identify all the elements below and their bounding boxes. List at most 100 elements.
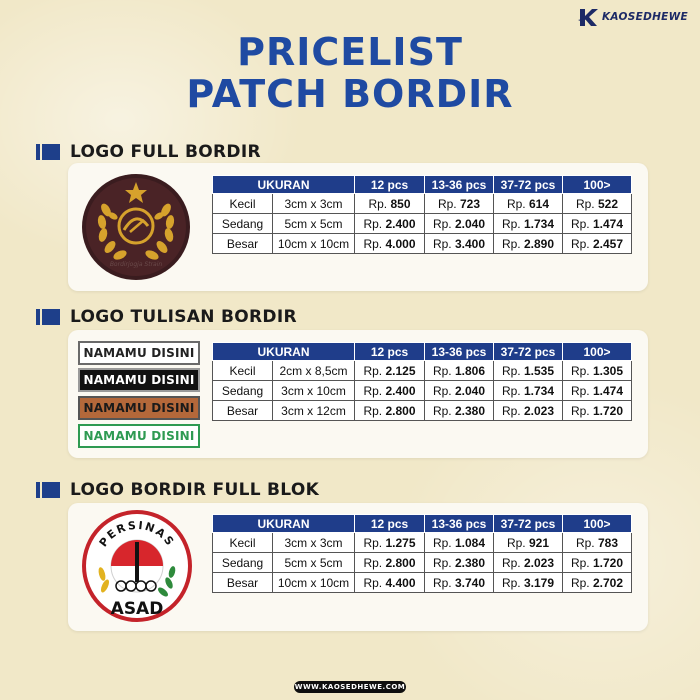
price-cell: Rp. 1.720 [562, 400, 632, 421]
currency-label: Rp. [501, 575, 521, 590]
currency-label: Rp. [363, 363, 383, 378]
size-dimension: 10cm x 10cm [272, 572, 355, 593]
section-title: LOGO FULL BORDIR [70, 142, 261, 162]
price-cell: Rp. 522 [562, 193, 632, 214]
price-cell: Rp. 4.000 [354, 233, 425, 254]
price-cell: Rp. 1.734 [493, 380, 563, 401]
price-value: 2.800 [385, 555, 416, 570]
price-value: 522 [598, 196, 619, 211]
price-cell: Rp. 2.890 [493, 233, 563, 254]
currency-label: Rp. [363, 403, 383, 418]
price-value: 2.400 [385, 216, 416, 231]
price-cell: Rp. 723 [424, 193, 494, 214]
price-cell: Rp. 2.800 [354, 400, 425, 421]
price-value: 2.023 [524, 403, 555, 418]
patch-caption: Bordirjogja Strain [110, 261, 163, 268]
price-cell: Rp. 2.125 [354, 360, 425, 381]
table-header-row: UKURAN 12 pcs 13-36 pcs 37-72 pcs 100> [212, 514, 632, 533]
price-value: 3.740 [455, 575, 486, 590]
price-cell: Rp. 783 [562, 532, 632, 553]
currency-label: Rp. [368, 196, 388, 211]
header-13-36pcs: 13-36 pcs [424, 342, 494, 361]
currency-label: Rp. [432, 363, 452, 378]
price-cell: Rp. 3.179 [493, 572, 563, 593]
brand-k-icon [577, 9, 598, 26]
laurel-badge-patch-image: Bordirjogja Strain [82, 174, 190, 280]
price-cell: Rp. 2.040 [424, 380, 494, 401]
price-value: 2.380 [455, 403, 486, 418]
currency-label: Rp. [501, 236, 521, 251]
currency-label: Rp. [570, 555, 590, 570]
currency-label: Rp. [363, 575, 383, 590]
currency-label: Rp. [570, 575, 590, 590]
price-value: 2.040 [455, 216, 486, 231]
size-dimension: 5cm x 5cm [272, 213, 355, 234]
price-cell: Rp. 2.702 [562, 572, 632, 593]
size-dimension: 3cm x 3cm [272, 193, 355, 214]
price-table: UKURAN 12 pcs 13-36 pcs 37-72 pcs 100> K… [212, 514, 632, 593]
currency-label: Rp. [432, 216, 452, 231]
price-cell: Rp. 1.275 [354, 532, 425, 553]
currency-label: Rp. [570, 236, 590, 251]
name-tag-black: NAMAMU DISINI [78, 368, 200, 392]
header-37-72pcs: 37-72 pcs [493, 342, 563, 361]
section-heading: LOGO FULL BORDIR [36, 142, 261, 162]
size-label: Sedang [212, 552, 273, 573]
header-13-36pcs: 13-36 pcs [424, 514, 494, 533]
price-cell: Rp. 2.400 [354, 380, 425, 401]
currency-label: Rp. [501, 403, 521, 418]
patch-text-bottom: ASAD [111, 599, 164, 619]
currency-label: Rp. [363, 383, 383, 398]
header-100plus: 100> [562, 342, 632, 361]
currency-label: Rp. [506, 196, 526, 211]
price-value: 4.400 [385, 575, 416, 590]
price-cell: Rp. 2.800 [354, 552, 425, 573]
price-value: 1.806 [455, 363, 486, 378]
table-row: Sedang 5cm x 5cm Rp. 2.800 Rp. 2.380 Rp. 2.0… [212, 552, 632, 573]
price-value: 1.734 [524, 383, 555, 398]
price-value: 1.720 [593, 403, 624, 418]
price-cell: Rp. 3.400 [424, 233, 494, 254]
price-cell: Rp. 2.457 [562, 233, 632, 254]
price-value: 921 [529, 535, 550, 550]
size-dimension: 3cm x 3cm [272, 532, 355, 553]
table-header-row: UKURAN 12 pcs 13-36 pcs 37-72 pcs 100> [212, 342, 632, 361]
table-row: Kecil 3cm x 3cm Rp. 1.275 Rp. 1.084 Rp. 921 R… [212, 532, 632, 553]
bullet-icon [36, 309, 60, 325]
price-cell: Rp. 1.305 [562, 360, 632, 381]
size-label: Besar [212, 572, 273, 593]
currency-label: Rp. [570, 216, 590, 231]
header-12pcs: 12 pcs [354, 342, 425, 361]
size-label: Besar [212, 233, 273, 254]
price-value: 1.084 [455, 535, 486, 550]
footer-url[interactable]: WWW.KAOSEDHEWE.COM [294, 681, 406, 693]
price-cell: Rp. 2.023 [493, 400, 563, 421]
currency-label: Rp. [506, 535, 526, 550]
section-title: LOGO BORDIR FULL BLOK [70, 480, 320, 500]
size-label: Sedang [212, 380, 273, 401]
page-title-line1: PRICELIST [237, 30, 463, 74]
price-value: 1.474 [593, 216, 624, 231]
price-cell: Rp. 1.535 [493, 360, 563, 381]
page-title-line2: PATCH BORDIR [186, 72, 514, 116]
price-value: 1.720 [593, 555, 624, 570]
currency-label: Rp. [570, 383, 590, 398]
price-value: 614 [529, 196, 550, 211]
brand-name: KAOSEDHEWE [601, 11, 688, 23]
price-value: 723 [460, 196, 481, 211]
price-value: 4.000 [385, 236, 416, 251]
price-cell: Rp. 1.734 [493, 213, 563, 234]
bullet-icon [36, 144, 60, 160]
price-value: 2.400 [385, 383, 416, 398]
header-37-72pcs: 37-72 pcs [493, 514, 563, 533]
price-table: UKURAN 12 pcs 13-36 pcs 37-72 pcs 100> K… [212, 342, 632, 421]
price-cell: Rp. 3.740 [424, 572, 494, 593]
price-value: 2.380 [455, 555, 486, 570]
price-value: 2.702 [593, 575, 624, 590]
currency-label: Rp. [432, 383, 452, 398]
price-value: 2.040 [455, 383, 486, 398]
currency-label: Rp. [501, 383, 521, 398]
price-value: 1.734 [524, 216, 555, 231]
section-heading: LOGO TULISAN BORDIR [36, 307, 297, 327]
currency-label: Rp. [432, 236, 452, 251]
